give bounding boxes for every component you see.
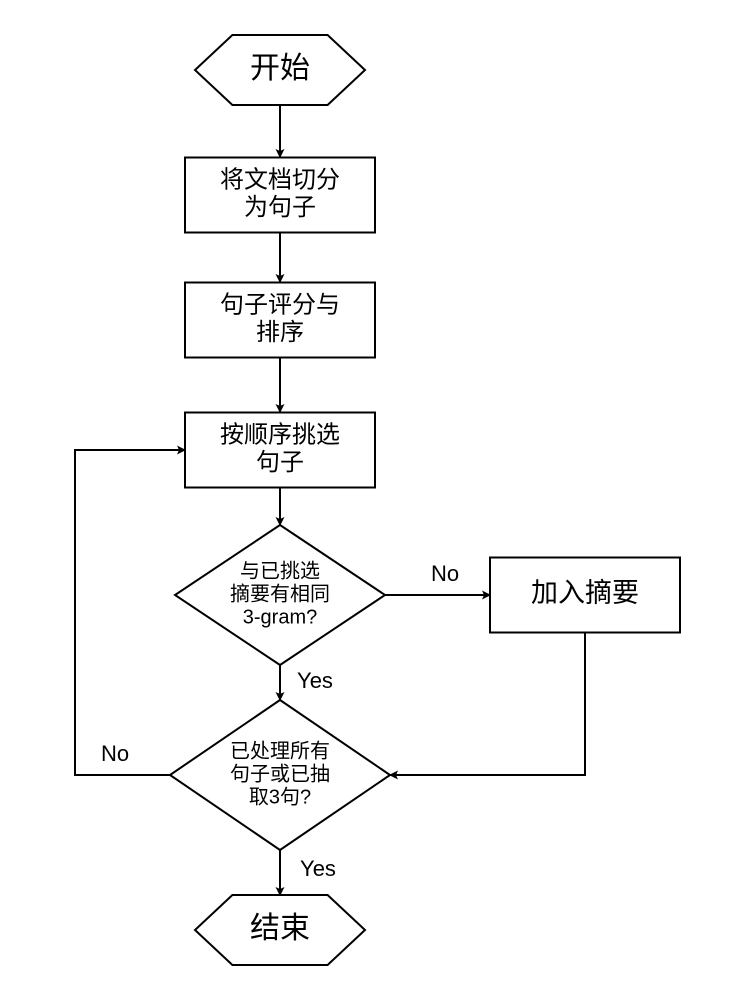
node-d2-label-2: 取3句?: [249, 785, 311, 808]
node-split-label-0: 将文档切分: [220, 167, 340, 194]
node-end-label-0: 结束: [250, 912, 310, 945]
node-d1-label-2: 3-gram?: [243, 606, 317, 628]
edge-label-4: No: [431, 561, 459, 586]
nodes-group: 开始将文档切分为句子句子评分与排序按顺序挑选句子与已挑选摘要有相同3-gram?…: [170, 35, 680, 965]
node-d1-label-1: 摘要有相同: [230, 582, 330, 605]
node-split-label-1: 为句子: [244, 194, 316, 221]
node-add-label-0: 加入摘要: [531, 578, 639, 608]
edge-label-7: No: [101, 741, 129, 766]
node-d2-label-1: 句子或已抽: [230, 762, 330, 785]
node-d1-label-0: 与已挑选: [240, 559, 320, 582]
node-start-label-0: 开始: [250, 52, 310, 85]
node-pick-label-1: 句子: [256, 449, 304, 476]
node-pick-label-0: 按顺序挑选: [220, 422, 340, 449]
edge-6: [390, 632, 585, 775]
node-score-label-1: 排序: [256, 319, 304, 346]
node-score-label-0: 句子评分与: [220, 292, 340, 319]
node-d2-label-0: 已处理所有: [230, 739, 330, 762]
edge-label-8: Yes: [300, 856, 336, 881]
edge-7: [75, 450, 185, 775]
flowchart-svg: NoYesNoYes开始将文档切分为句子句子评分与排序按顺序挑选句子与已挑选摘要…: [0, 0, 743, 1000]
edge-label-5: Yes: [297, 668, 333, 693]
